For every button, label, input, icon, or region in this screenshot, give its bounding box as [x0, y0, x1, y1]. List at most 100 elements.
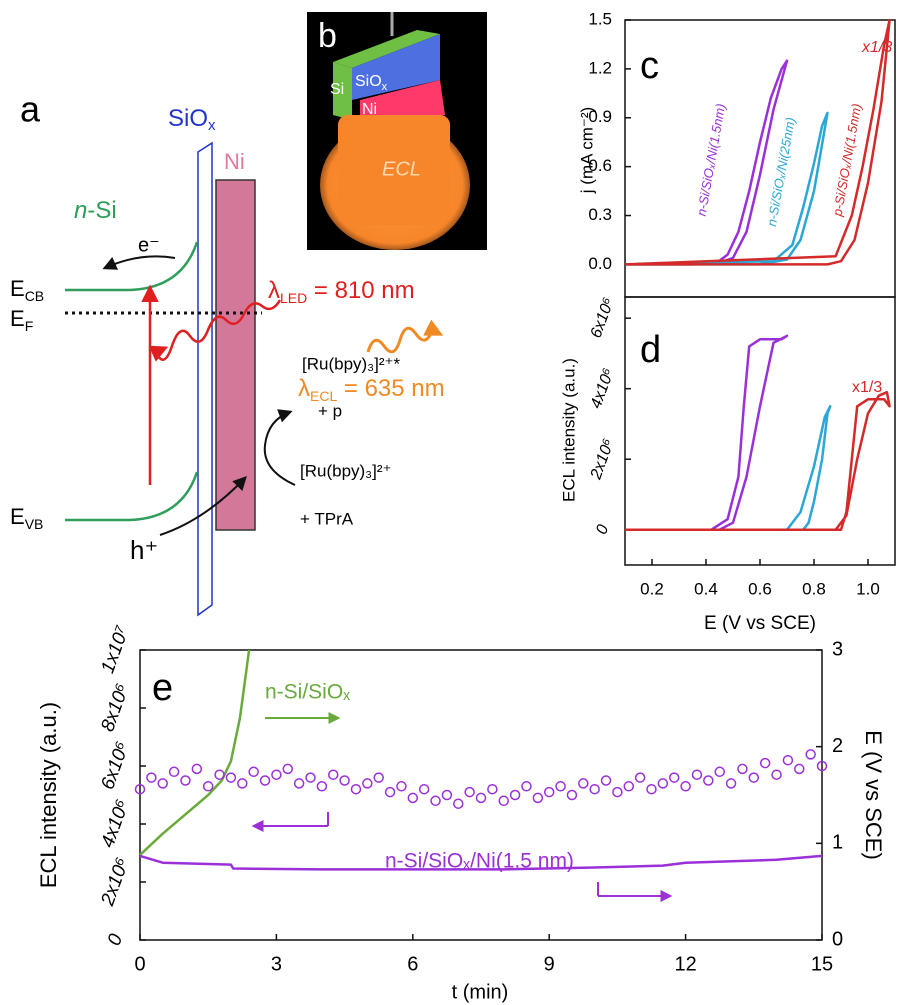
data-point — [316, 781, 328, 792]
reaction-arrow — [263, 409, 296, 486]
ecl-face — [338, 115, 450, 225]
panel-label: a — [20, 89, 41, 130]
panel-label: e — [152, 667, 173, 709]
x-tick-label: 3 — [271, 953, 282, 975]
plot-frame — [139, 649, 823, 941]
si-top — [333, 30, 440, 68]
panel-label: d — [640, 329, 661, 371]
x-tick-label: 0.8 — [802, 579, 826, 598]
x-tick-label: 9 — [544, 953, 555, 975]
x-tick-label: 1.0 — [856, 579, 880, 598]
y-tick-label: 6x10⁶ — [97, 739, 134, 792]
data-line — [625, 405, 832, 531]
y-tick-label: 1.2 — [588, 58, 612, 77]
data-point — [202, 781, 214, 792]
electron-arrow — [102, 255, 176, 270]
data-point — [259, 775, 271, 786]
y-tick-label: 2x10⁶ — [97, 855, 134, 909]
annotation: x1/3 — [861, 39, 892, 56]
data-point — [589, 783, 600, 795]
x-tick-label: 15 — [811, 953, 833, 975]
series-label: n-Si/SiOₓ/Ni(1.5nm) — [694, 102, 729, 217]
data-point — [350, 783, 362, 795]
ecl-wave — [366, 319, 444, 354]
data-point — [521, 781, 532, 792]
y-tick-label: 4x10⁶ — [588, 366, 618, 411]
data-point — [441, 789, 453, 801]
data-point — [282, 763, 294, 775]
data-point — [327, 769, 339, 780]
data-point — [771, 769, 782, 780]
data-point — [691, 769, 703, 780]
y-tick-label: 1x10⁷ — [97, 623, 134, 676]
x-tick-label: 0.2 — [640, 579, 664, 598]
x-axis-label: E (V vs SCE) — [704, 613, 816, 634]
ni-label: Ni — [362, 101, 377, 118]
series-label: n-Si/SiOₓ — [265, 681, 350, 704]
data-point — [453, 798, 464, 809]
vb-band — [65, 471, 199, 522]
x-tick-label: 12 — [674, 953, 696, 975]
led-wave — [148, 299, 282, 362]
data-point — [623, 781, 635, 792]
data-point — [543, 786, 555, 798]
data-point — [612, 786, 623, 798]
hole-arrow — [159, 475, 247, 536]
data-point — [748, 772, 760, 783]
data-line — [625, 334, 789, 531]
data-point — [487, 783, 498, 795]
data-point — [737, 763, 748, 775]
data-point — [714, 766, 725, 778]
ecl-label: λECL = 635 nm — [298, 375, 445, 403]
y-tick-label: 0.3 — [588, 205, 612, 224]
data-point — [578, 778, 589, 789]
y-tick-label: 6x10⁶ — [588, 295, 618, 340]
data-point — [703, 775, 714, 786]
siox-label: SiOx — [355, 73, 388, 93]
data-point — [805, 749, 816, 760]
x-tick-label: 6 — [407, 953, 418, 975]
siox-layer — [197, 141, 213, 617]
data-point — [634, 772, 646, 783]
y-tick-label: 0 — [593, 522, 612, 536]
data-point — [794, 763, 805, 775]
data-point — [509, 789, 521, 801]
series-label: p-Si/SiOₓ/Ni(1.5nm) — [829, 102, 864, 218]
data-point — [816, 760, 828, 772]
data-point — [225, 772, 237, 783]
y-tick-label: 4x10⁶ — [97, 797, 134, 850]
panel-b: Si SiOx Ni ECL b — [307, 12, 487, 250]
data-point — [214, 769, 225, 780]
data-point — [646, 783, 657, 795]
plus-p: + p — [318, 401, 342, 420]
data-point — [168, 766, 180, 778]
panel-a: a SiOx Ni n-Si e⁻ ECB EF EVB λLED = 810 … — [10, 89, 445, 617]
y2-tick-label: 0 — [832, 928, 843, 950]
data-point — [339, 775, 350, 786]
data-point — [180, 775, 191, 786]
y2-tick-label: 1 — [832, 832, 843, 854]
data-point — [293, 778, 305, 789]
y-tick-label: 0.9 — [588, 107, 612, 126]
data-point — [373, 772, 384, 783]
y-axis-label: ECL intensity (a.u.) — [559, 358, 578, 502]
data-point — [191, 763, 203, 775]
data-point — [566, 789, 578, 801]
data-point — [157, 778, 168, 789]
panel-label: b — [318, 17, 337, 55]
data-point — [134, 783, 146, 795]
data-line — [139, 854, 823, 871]
y-tick-label: 0 — [104, 931, 127, 949]
data-line — [139, 649, 251, 856]
series-label: n-Si/SiOₓ/Ni(1.5 nm) — [385, 850, 574, 873]
data-point — [532, 792, 544, 804]
data-point — [146, 772, 157, 783]
y-axis-label: j (mA cm⁻²) — [577, 107, 596, 194]
data-point — [407, 792, 419, 804]
y-tick-label: 0.6 — [588, 156, 612, 175]
y2-tick-label: 2 — [832, 735, 843, 757]
data-point — [248, 766, 259, 778]
y-tick-label: 0.0 — [588, 254, 612, 273]
data-point — [464, 786, 475, 798]
